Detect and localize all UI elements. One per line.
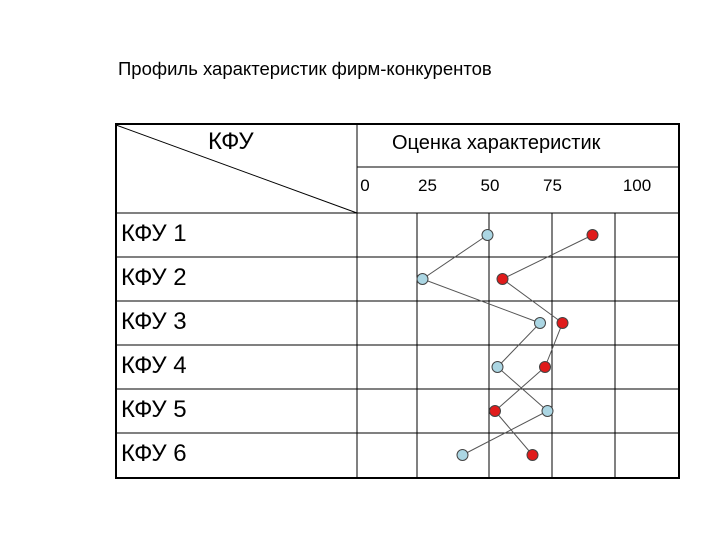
x-tick-label: 50 — [481, 176, 500, 195]
series-group — [416, 229, 599, 461]
category-column-header: КФУ — [208, 128, 254, 155]
row-label: КФУ 4 — [121, 352, 187, 379]
data-point — [526, 449, 539, 461]
chart-title: Профиль характеристик фирм-конкурентов — [118, 58, 492, 79]
x-tick-label: 100 — [623, 176, 651, 195]
data-point — [456, 449, 469, 461]
score-column-header: Оценка характеристик — [392, 132, 601, 154]
corner-diagonal — [115, 124, 358, 214]
row-label: КФУ 2 — [121, 264, 187, 291]
row-label: КФУ 6 — [121, 440, 187, 467]
data-point — [416, 273, 429, 285]
data-point — [491, 361, 504, 373]
x-tick-label: 75 — [543, 176, 562, 195]
row-label: КФУ 3 — [121, 308, 187, 335]
data-point — [541, 405, 554, 417]
row-label: КФУ 5 — [121, 396, 187, 423]
x-axis-ticks: 0 25 50 75 100 — [360, 176, 651, 195]
row-label: КФУ 1 — [121, 220, 187, 247]
data-point — [539, 361, 551, 373]
data-point — [556, 317, 569, 329]
data-point — [586, 229, 599, 241]
data-point — [481, 229, 494, 241]
series-line — [421, 234, 549, 456]
data-point — [534, 317, 546, 329]
grid — [115, 124, 679, 478]
data-point — [496, 273, 509, 285]
x-tick-label: 0 — [360, 176, 369, 195]
series-line — [494, 234, 593, 456]
x-tick-label: 25 — [418, 176, 437, 195]
data-point — [489, 405, 501, 417]
